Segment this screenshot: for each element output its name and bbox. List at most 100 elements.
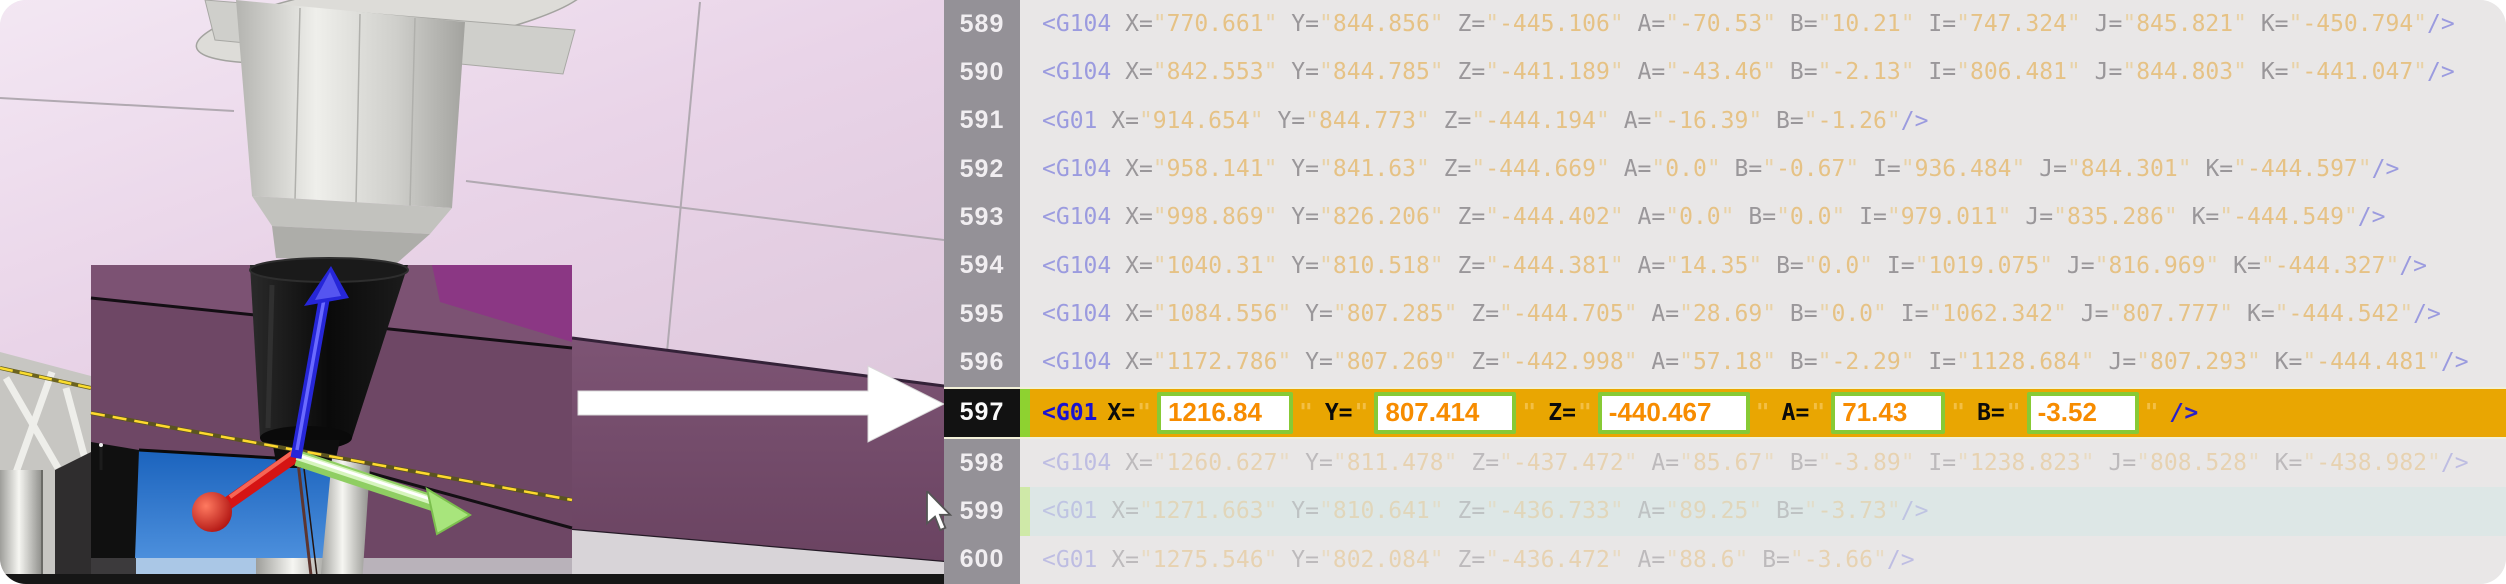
code-line[interactable]: <G104 X= " 1084.556 " Y= " 807.285 " Z= " -444.7… bbox=[1030, 290, 2506, 338]
attr-value: 1275.546 bbox=[1152, 546, 1264, 573]
attr-value: 806.481 bbox=[1969, 59, 2067, 86]
gcode-editor[interactable]: 589 <G104 X= " 770.661 " Y= " 844.856 " Z= " -445… bbox=[944, 0, 2506, 584]
attr-value: -444.597 bbox=[2247, 156, 2358, 183]
quote-mark: " bbox=[1997, 204, 2012, 231]
code-line[interactable]: <G104 X= " 1172.786 " Y= " 807.269 " Z= " -442.9… bbox=[1030, 338, 2506, 386]
a-value-input[interactable] bbox=[1831, 391, 1946, 434]
attr-value: 88.6 bbox=[1679, 546, 1735, 573]
code-line[interactable]: <G104 X= " 998.869 " Y= " 826.206 " Z= " -444.40… bbox=[1030, 193, 2506, 241]
code-line[interactable]: <G104 X= " 1040.31 " Y= " 810.518 " Z= " -444.38… bbox=[1030, 242, 2506, 290]
quote-mark: " bbox=[1485, 204, 1500, 231]
code-row-593[interactable]: 593 <G104 X= " 998.869 " Y= " 826.206 " Z= " -444… bbox=[944, 193, 2506, 242]
line-number[interactable]: 598 bbox=[944, 438, 1020, 488]
code-line[interactable]: <G01 X= " 1271.663 " Y= " 810.641 " Z= " -436.73… bbox=[1030, 487, 2506, 535]
line-number[interactable]: 592 bbox=[944, 144, 1020, 194]
quote-mark: " bbox=[1817, 301, 1832, 328]
quote-mark: " bbox=[1623, 349, 1638, 376]
quote-mark: " bbox=[2302, 349, 2317, 376]
line-number[interactable]: 595 bbox=[944, 289, 1020, 339]
attr-value: 0.0 bbox=[1665, 156, 1707, 183]
attr-name: Y= bbox=[1263, 107, 1306, 134]
toolpath-line bbox=[0, 366, 92, 390]
quote-mark: " bbox=[1845, 156, 1860, 183]
quote-mark: " bbox=[1485, 59, 1500, 86]
quote-mark: " bbox=[2066, 156, 2081, 183]
attr-name: X= bbox=[1107, 399, 1136, 426]
code-row-592[interactable]: 592 <G104 X= " 958.141 " Y= " 841.63 " Z= " -444.… bbox=[944, 144, 2506, 194]
line-number[interactable]: 596 bbox=[944, 338, 1020, 387]
quote-mark: " bbox=[1623, 450, 1638, 477]
quote-mark: " bbox=[1471, 107, 1486, 134]
line-number[interactable]: 594 bbox=[944, 241, 1020, 290]
z-value-input[interactable] bbox=[1597, 391, 1750, 434]
attr-value: -441.189 bbox=[1499, 59, 1610, 86]
code-row-599[interactable]: 599 <G01 X= " 1271.663 " Y= " 810.641 " Z= " -436… bbox=[944, 487, 2506, 536]
code-row-600[interactable]: 600 <G01 X= " 1275.546 " Y= " 802.084 " Z= " -436… bbox=[944, 535, 2506, 584]
gcode-tag: <G104 bbox=[1042, 349, 1112, 376]
quote-mark: " bbox=[1928, 301, 1943, 328]
code-line[interactable]: <G104 X= " 842.553 " Y= " 844.785 " Z= " -441.18… bbox=[1030, 48, 2506, 96]
attr-name: K= bbox=[2233, 301, 2275, 328]
viewport-3d[interactable] bbox=[0, 0, 944, 584]
quote-mark: " bbox=[1152, 252, 1167, 279]
quote-mark: " bbox=[1679, 450, 1693, 477]
quote-mark: " bbox=[1429, 546, 1444, 573]
y-value-input[interactable] bbox=[1374, 391, 1517, 434]
attr-value: -70.53 bbox=[1679, 11, 1763, 38]
quote-mark: " bbox=[1609, 546, 1624, 573]
quote-mark: " bbox=[1665, 204, 1680, 231]
code-row-589[interactable]: 589 <G104 X= " 770.661 " Y= " 844.856 " Z= " -445… bbox=[944, 0, 2506, 49]
code-row-596[interactable]: 596 <G104 X= " 1172.786 " Y= " 807.269 " Z= " -44… bbox=[944, 338, 2506, 387]
code-row-598[interactable]: 598 <G104 X= " 1260.627 " Y= " 811.478 " Z= " -43… bbox=[944, 438, 2506, 488]
attr-name: X= bbox=[1097, 498, 1139, 525]
close-token: /> bbox=[2413, 301, 2441, 328]
attr-value: 844.803 bbox=[2136, 59, 2234, 86]
code-row-595[interactable]: 595 <G104 X= " 1084.556 " Y= " 807.285 " Z= " -44… bbox=[944, 289, 2506, 339]
line-number[interactable]: 590 bbox=[944, 48, 1020, 97]
attr-name: A= bbox=[1637, 349, 1680, 376]
attr-name: K= bbox=[2219, 252, 2261, 279]
quote-mark: " bbox=[1332, 450, 1347, 477]
quote-mark: " bbox=[1956, 450, 1970, 477]
code-row-594[interactable]: 594 <G104 X= " 1040.31 " Y= " 810.518 " Z= " -444… bbox=[944, 241, 2506, 290]
attr-name: Y= bbox=[1324, 399, 1353, 426]
attr-name: I= bbox=[1886, 301, 1929, 328]
b-value-input[interactable] bbox=[2026, 391, 2139, 434]
line-number[interactable]: 599 bbox=[944, 487, 1020, 536]
attr-value: -0.67 bbox=[1776, 156, 1846, 183]
row-marker-strip bbox=[1020, 145, 1030, 193]
attr-name: Y= bbox=[1291, 349, 1333, 376]
attr-name: A= bbox=[1623, 59, 1666, 86]
code-line[interactable]: <G104 X= " 1260.627 " Y= " 811.478 " Z= " -437.4… bbox=[1030, 439, 2506, 487]
attr-value: -444.705 bbox=[1512, 301, 1624, 328]
close-token: /> bbox=[2399, 252, 2428, 279]
code-line[interactable]: <G104 X= " 958.141 " Y= " 841.63 " Z= " -444.669… bbox=[1030, 145, 2506, 193]
line-number[interactable]: 597 bbox=[944, 388, 1020, 437]
attr-name: B= bbox=[1776, 450, 1818, 477]
code-row-591[interactable]: 591 <G01 X= " 914.654 " Y= " 844.773 " Z= " -444.… bbox=[944, 96, 2506, 145]
attr-value: 807.285 bbox=[1346, 301, 1444, 328]
attr-value: -444.381 bbox=[1499, 252, 1610, 279]
close-token: /> bbox=[2440, 450, 2469, 477]
attr-name: Z= bbox=[1443, 252, 1486, 279]
code-line[interactable]: <G01 X= " 1275.546 " Y= " 802.084 " Z= " -436.47… bbox=[1030, 536, 2506, 584]
attr-value: -3.89 bbox=[1831, 450, 1901, 477]
x-value-input[interactable] bbox=[1156, 391, 1293, 434]
attr-name: A= bbox=[1623, 252, 1666, 279]
code-line[interactable]: <G01 X= " 914.654 " Y= " 844.773 " Z= " -444.194… bbox=[1030, 97, 2506, 145]
attr-value: -438.982 bbox=[2316, 450, 2428, 477]
line-number[interactable]: 600 bbox=[944, 535, 1020, 584]
quote-mark: " bbox=[1811, 399, 1826, 426]
line-number[interactable]: 589 bbox=[944, 0, 1020, 49]
quote-mark: " bbox=[1319, 156, 1333, 183]
row-marker-strip bbox=[1020, 0, 1030, 48]
code-line[interactable]: <G104 X= " 770.661 " Y= " 844.856 " Z= " -445.10… bbox=[1030, 0, 2506, 48]
attr-name: A= bbox=[1623, 11, 1666, 38]
line-number[interactable]: 591 bbox=[944, 96, 1020, 145]
code-row-590[interactable]: 590 <G104 X= " 842.553 " Y= " 844.785 " Z= " -441… bbox=[944, 48, 2506, 97]
line-number[interactable]: 593 bbox=[944, 193, 1020, 242]
attr-name: Y= bbox=[1277, 59, 1319, 86]
quote-mark: " bbox=[1665, 252, 1680, 279]
